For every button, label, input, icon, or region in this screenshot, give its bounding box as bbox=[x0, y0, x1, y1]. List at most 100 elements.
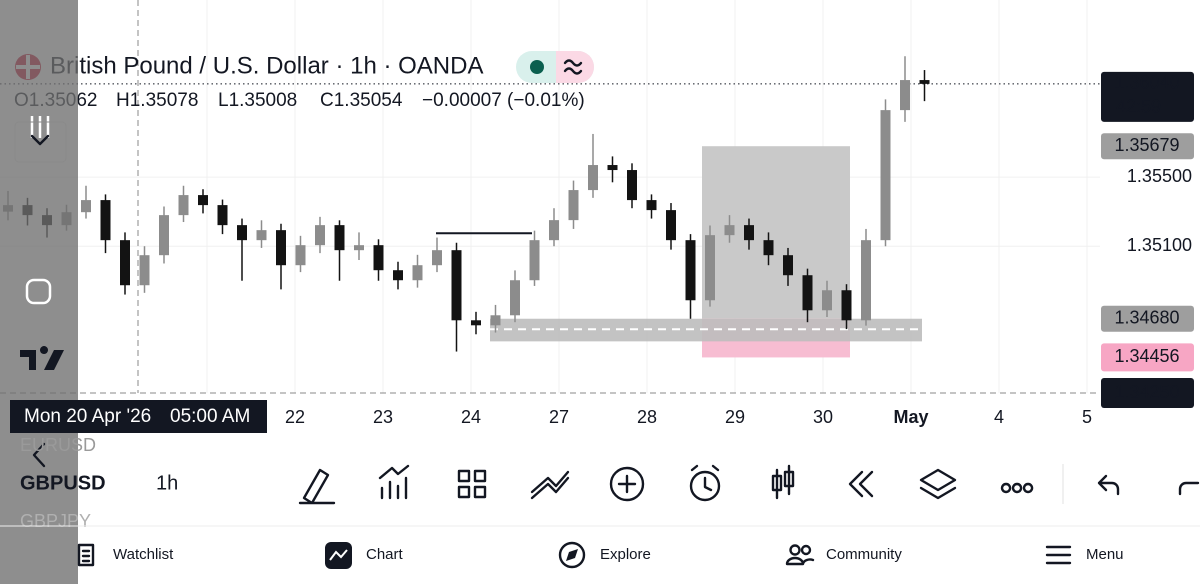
symbol-item-active[interactable]: GBPUSD bbox=[20, 472, 106, 494]
collapse-button[interactable] bbox=[14, 121, 67, 163]
x-tick-label: 5 bbox=[1082, 407, 1092, 427]
nav-item[interactable]: Menu bbox=[1086, 546, 1124, 563]
candle-body bbox=[256, 230, 267, 241]
candle-body bbox=[724, 225, 735, 236]
y-tick-label: 1.35100 bbox=[1127, 235, 1192, 255]
range-bottom-label: 1.34680 bbox=[1114, 307, 1179, 327]
candle-body bbox=[139, 255, 150, 286]
alert-hands bbox=[690, 464, 720, 492]
status-pill-pink-join bbox=[556, 51, 572, 83]
x-tick-label: 22 bbox=[285, 407, 305, 427]
candle-body bbox=[490, 315, 501, 326]
chart-icon-line bbox=[329, 549, 348, 561]
undo-button[interactable] bbox=[1097, 474, 1120, 496]
x-tick-label: 4 bbox=[994, 407, 1004, 427]
indicators-tool[interactable] bbox=[378, 464, 410, 500]
price-axis: 22 23 24 27 28 29 30 May 4 5 1.35500 1.35100 1.35679… bbox=[0, 71, 1194, 427]
candle-body bbox=[861, 240, 871, 321]
candle-body bbox=[198, 195, 208, 206]
menu-icon[interactable] bbox=[30, 116, 50, 138]
candle-body bbox=[705, 235, 715, 301]
candle-body bbox=[822, 290, 832, 311]
watchlist-icon[interactable] bbox=[77, 543, 95, 567]
candle-body bbox=[510, 280, 520, 316]
candle-body bbox=[354, 245, 364, 251]
candle-body bbox=[373, 245, 384, 271]
candle-body bbox=[783, 255, 793, 276]
axis-cover bbox=[0, 397, 1100, 398]
x-tick-label: 30 bbox=[813, 407, 833, 427]
market-open-dot bbox=[530, 60, 544, 74]
candle-body bbox=[880, 110, 891, 241]
alert-tool[interactable] bbox=[689, 470, 721, 502]
crosshair-price-label-bg bbox=[1101, 378, 1194, 408]
nav-item[interactable]: Watchlist bbox=[113, 546, 174, 563]
interval-button[interactable]: 1h bbox=[156, 472, 178, 494]
explore-icon[interactable] bbox=[558, 541, 586, 569]
nav-item[interactable]: Explore bbox=[600, 546, 651, 563]
pink-zone-label: 1.34456 bbox=[1114, 346, 1179, 366]
chevron-down bbox=[30, 134, 50, 146]
last-price-bg bbox=[1101, 71, 1194, 122]
candle-body bbox=[471, 320, 481, 326]
chart-type-tool[interactable] bbox=[771, 464, 795, 500]
symbol-title[interactable]: British Pound / U.S. Dollar · 1h · OANDA bbox=[50, 52, 483, 79]
candle-body bbox=[451, 250, 462, 321]
x-tick-label: 23 bbox=[373, 407, 393, 427]
candle-body bbox=[120, 240, 130, 286]
toolbar bbox=[298, 464, 1200, 505]
candle-body bbox=[588, 165, 598, 191]
candle-body bbox=[81, 200, 91, 213]
y-tick-label: 1.35500 bbox=[1127, 166, 1192, 186]
nav-item[interactable]: Community bbox=[826, 546, 902, 563]
more-tool[interactable] bbox=[1000, 482, 1034, 494]
explore-needle bbox=[566, 549, 578, 561]
x-tick-label: May bbox=[893, 407, 928, 427]
crosshair-time: 05:00 AM bbox=[170, 406, 250, 427]
menu-icon[interactable] bbox=[1045, 545, 1072, 565]
add-tool[interactable] bbox=[609, 466, 645, 502]
candle-body bbox=[159, 215, 169, 256]
pink-zone-label-bg bbox=[1101, 343, 1194, 372]
candle-body bbox=[568, 190, 579, 221]
candle-body bbox=[607, 165, 618, 171]
delayed-icon bbox=[563, 59, 583, 75]
bottom-nav: Watchlist Chart Explore Community Menu bbox=[77, 541, 1124, 569]
candle-body bbox=[685, 240, 696, 301]
candle-body bbox=[763, 240, 774, 256]
redo-button[interactable] bbox=[1178, 481, 1200, 496]
back-icon[interactable] bbox=[32, 442, 46, 468]
community-icon[interactable] bbox=[789, 544, 801, 556]
ohlc-value: C1.35054 bbox=[320, 90, 403, 111]
range-top-label-bg bbox=[1101, 133, 1194, 160]
candle-body bbox=[900, 80, 910, 111]
candle-body bbox=[178, 195, 189, 216]
nav-item[interactable]: Chart bbox=[366, 546, 404, 563]
candle-body bbox=[334, 225, 345, 251]
bar-countdown: 42:59 bbox=[1116, 97, 1161, 117]
crosshair-date: Mon 20 Apr '26 bbox=[24, 406, 151, 427]
symbol-item[interactable]: EURUSD bbox=[20, 435, 96, 455]
candle-body bbox=[529, 240, 540, 281]
x-tick-label: 24 bbox=[461, 407, 481, 427]
replay-tool[interactable] bbox=[848, 470, 874, 498]
layout-tool[interactable] bbox=[457, 469, 487, 499]
layers-tool[interactable] bbox=[919, 468, 957, 500]
x-tick-label: 27 bbox=[549, 407, 569, 427]
x-tick-label: 29 bbox=[725, 407, 745, 427]
draw-tool[interactable] bbox=[298, 468, 336, 505]
add-plus bbox=[617, 474, 637, 494]
candle-body bbox=[393, 270, 403, 281]
crosshair-price-label: 1.34250 bbox=[1114, 382, 1179, 402]
candle-body bbox=[412, 265, 423, 281]
x-tick-label: 28 bbox=[637, 407, 657, 427]
last-price-label: 1.36040 bbox=[1114, 73, 1179, 93]
candle-body bbox=[627, 170, 637, 201]
symbol-item[interactable]: GBPJPY bbox=[20, 511, 91, 531]
range-bottom-label-bg bbox=[1101, 305, 1194, 332]
candle-body bbox=[315, 225, 325, 246]
candle-body bbox=[237, 225, 247, 241]
compare-tool[interactable] bbox=[530, 470, 570, 500]
home-icon[interactable] bbox=[25, 278, 52, 305]
ohlc-value: −0.00007 (−0.01%) bbox=[422, 90, 585, 111]
